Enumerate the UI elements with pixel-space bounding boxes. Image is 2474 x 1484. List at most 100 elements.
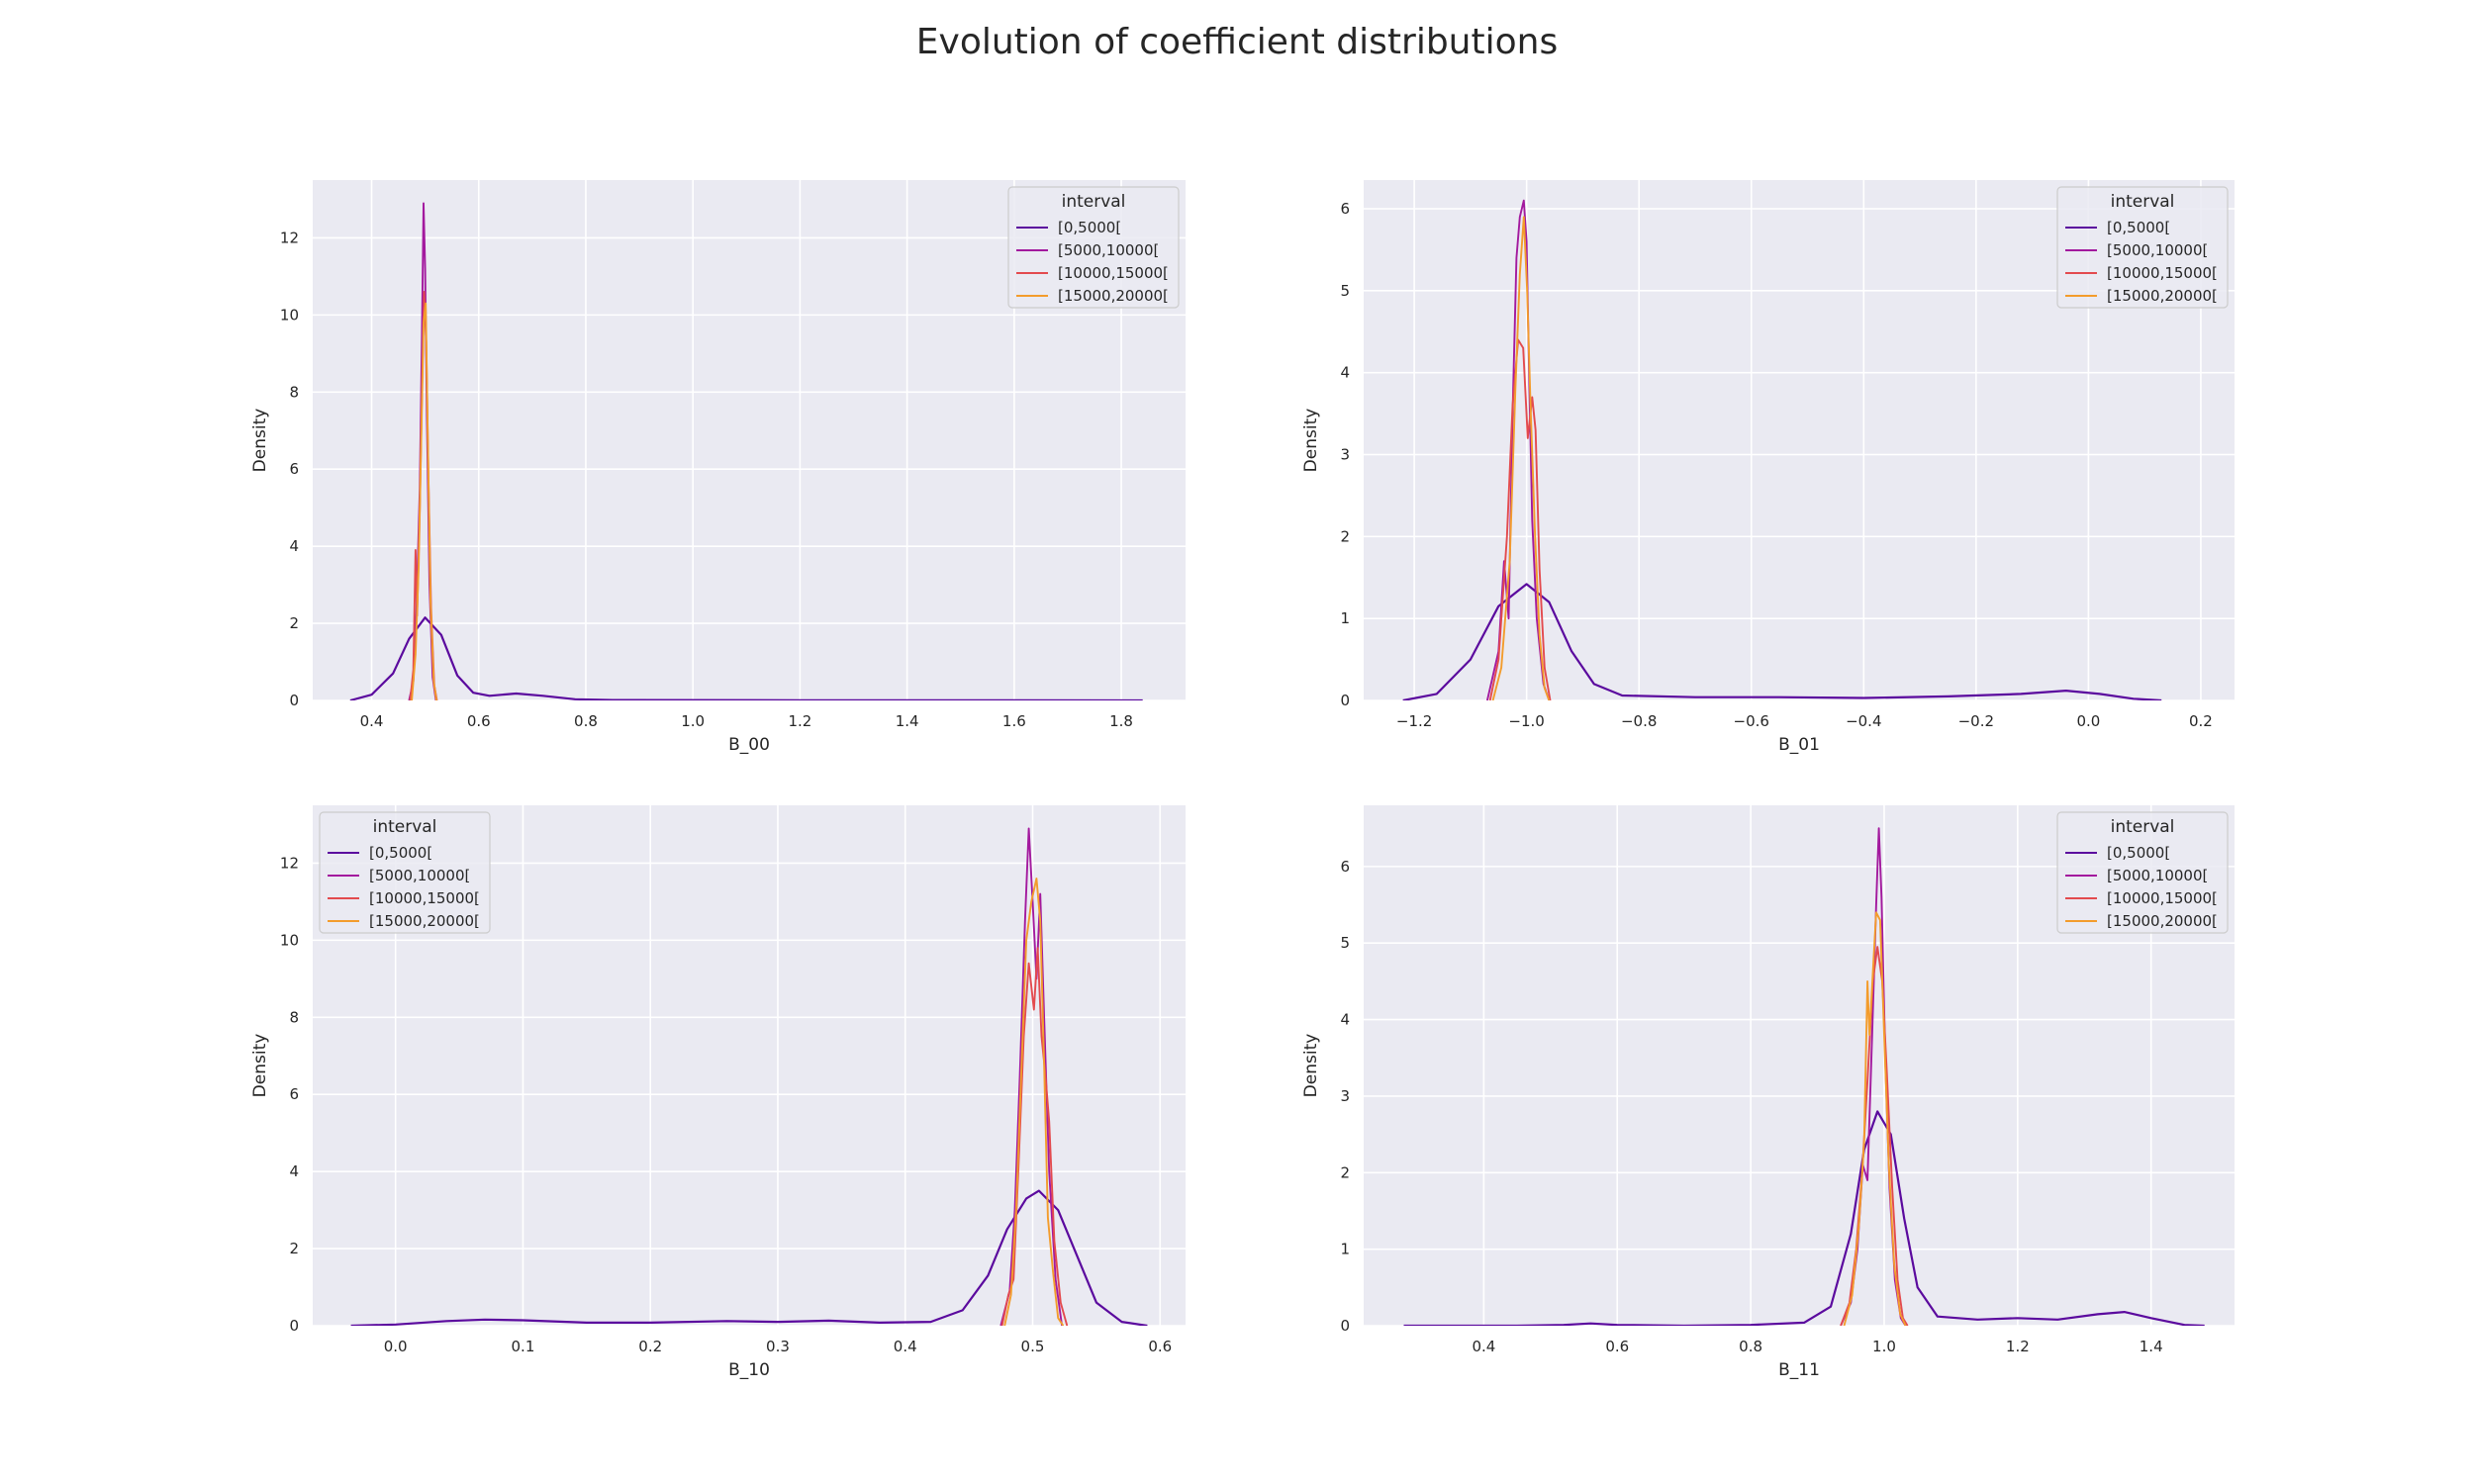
y-tick-label: 0: [289, 1317, 299, 1335]
x-tick-label: −0.8: [1621, 712, 1657, 730]
legend: interval [0,5000[[5000,10000[[10000,15000…: [2056, 811, 2229, 934]
y-tick-label: 2: [1340, 1163, 1350, 1181]
y-tick-label: 3: [1340, 1087, 1350, 1105]
y-tick-label: 2: [289, 1240, 299, 1257]
y-axis-label: Density: [250, 409, 270, 473]
legend-entry: [10000,15000[: [1058, 264, 1169, 282]
x-axis-label: B_00: [728, 735, 770, 755]
legend-box: [2056, 811, 2229, 934]
x-tick-label: 1.8: [1109, 712, 1133, 730]
y-tick-label: 10: [280, 306, 299, 324]
series-lines: [1403, 827, 2205, 1326]
x-tick-label: 1.2: [788, 712, 811, 730]
x-tick-label: 0.6: [1148, 1338, 1172, 1355]
x-tick-label: 0.4: [360, 712, 384, 730]
legend-title: interval: [1062, 192, 1126, 212]
x-tick-label: 0.4: [894, 1338, 917, 1355]
x-tick-label: 1.2: [2006, 1338, 2030, 1355]
x-tick-label: 0.5: [1021, 1338, 1045, 1355]
x-tick-label: −0.6: [1734, 712, 1769, 730]
y-tick-label: 3: [1340, 445, 1350, 463]
series-lines: [350, 827, 1148, 1326]
x-tick-label: 0.1: [512, 1338, 535, 1355]
y-tick-label: 0: [289, 692, 299, 709]
series-line: [1003, 878, 1065, 1326]
y-tick-label: 2: [289, 614, 299, 632]
y-tick-label: 0: [1340, 692, 1350, 709]
series-line: [349, 616, 1143, 700]
series-line: [1402, 583, 2162, 700]
y-tick-label: 4: [1340, 364, 1350, 382]
x-tick-label: −1.2: [1396, 712, 1432, 730]
series-line: [350, 1189, 1148, 1326]
series-lines: [1402, 199, 2162, 700]
y-tick-label: 6: [1340, 200, 1350, 218]
x-tick-label: 1.4: [2140, 1338, 2163, 1355]
y-tick-label: 1: [1340, 609, 1350, 627]
legend-entry: [10000,15000[: [2107, 264, 2218, 282]
legend-entry: [10000,15000[: [369, 889, 480, 907]
x-tick-label: 1.6: [1002, 712, 1026, 730]
x-tick-label: 0.2: [638, 1338, 662, 1355]
legend-entry: [15000,20000[: [1058, 287, 1169, 305]
x-tick-label: −0.2: [1958, 712, 1994, 730]
x-tick-label: 0.6: [467, 712, 491, 730]
series-line: [411, 302, 437, 700]
y-tick-label: 5: [1340, 934, 1350, 952]
legend: interval [0,5000[[5000,10000[[10000,15000…: [1007, 186, 1180, 309]
legend-title: interval: [373, 817, 437, 837]
series-line: [1403, 1110, 2205, 1326]
legend-entry: [15000,20000[: [369, 912, 480, 930]
y-tick-label: 4: [289, 1162, 299, 1180]
x-tick-label: 0.0: [384, 1338, 408, 1355]
x-tick-label: 1.0: [1872, 1338, 1896, 1355]
legend: interval [0,5000[ [5000,10000[ [10000,15000…: [2056, 186, 2229, 309]
y-tick-label: 6: [289, 460, 299, 478]
figure-title: Evolution of coefficient distributions: [915, 22, 1559, 62]
legend-entry: [5000,10000[: [2107, 241, 2208, 259]
y-tick-label: 5: [1340, 282, 1350, 300]
y-tick-label: 4: [1340, 1011, 1350, 1029]
x-tick-label: 0.8: [1739, 1338, 1762, 1355]
y-tick-label: 2: [1340, 527, 1350, 545]
legend-entry: [5000,10000[: [1058, 241, 1159, 259]
y-axis-label: Density: [250, 1034, 270, 1098]
y-tick-label: 12: [280, 229, 299, 246]
legend-entry: [0,5000[: [2107, 844, 2170, 862]
x-tick-label: 0.2: [2189, 712, 2213, 730]
series-lines: [349, 202, 1143, 700]
y-tick-label: 10: [280, 931, 299, 949]
x-tick-label: 0.6: [1605, 1338, 1629, 1355]
legend-entry: [10000,15000[: [2107, 889, 2218, 907]
y-tick-label: 6: [289, 1085, 299, 1103]
x-axis-label: B_11: [1778, 1360, 1820, 1380]
legend-box: [319, 811, 491, 934]
subplot-4: 0.4 0.6 0.8 1.0 1.2 1.4 0 1 2 3 4 5 6 B_11 Density inte…: [1301, 805, 2235, 1380]
legend-title: interval: [2111, 192, 2175, 212]
x-tick-label: 0.8: [574, 712, 598, 730]
y-axis-label: Density: [1301, 1034, 1321, 1098]
subplot-2: −1.2 −1.0 −0.8 −0.6 −0.4 −0.2 0.0 0.2 0 1 2 3 4 5 6 B_0…: [1301, 180, 2235, 755]
x-tick-label: −0.4: [1846, 712, 1881, 730]
x-tick-label: 0.3: [766, 1338, 790, 1355]
y-tick-label: 12: [280, 854, 299, 872]
subplot-3: 0.0 0.1 0.2 0.3 0.4 0.5 0.6 0 2 4 6 8 10 12 B_10 Densit…: [250, 805, 1186, 1380]
x-axis-label: B_10: [728, 1360, 770, 1380]
y-axis-label: Density: [1301, 409, 1321, 473]
x-tick-label: 1.0: [681, 712, 705, 730]
y-tick-label: 8: [289, 383, 299, 401]
y-tick-label: 8: [289, 1008, 299, 1026]
legend-entry: [15000,20000[: [2107, 912, 2218, 930]
y-tick-label: 0: [1340, 1317, 1350, 1335]
legend: interval [0,5000[[5000,10000[[10000,15000…: [319, 811, 491, 934]
x-tick-label: −1.0: [1508, 712, 1544, 730]
series-line: [999, 827, 1064, 1326]
series-line: [1488, 338, 1552, 700]
legend-entry: [0,5000[: [2107, 219, 2170, 236]
x-tick-label: 0.0: [2076, 712, 2100, 730]
legend-entry: [0,5000[: [369, 844, 432, 862]
y-tick-label: 1: [1340, 1241, 1350, 1258]
y-tick-label: 6: [1340, 858, 1350, 876]
legend-entry: [5000,10000[: [2107, 867, 2208, 884]
